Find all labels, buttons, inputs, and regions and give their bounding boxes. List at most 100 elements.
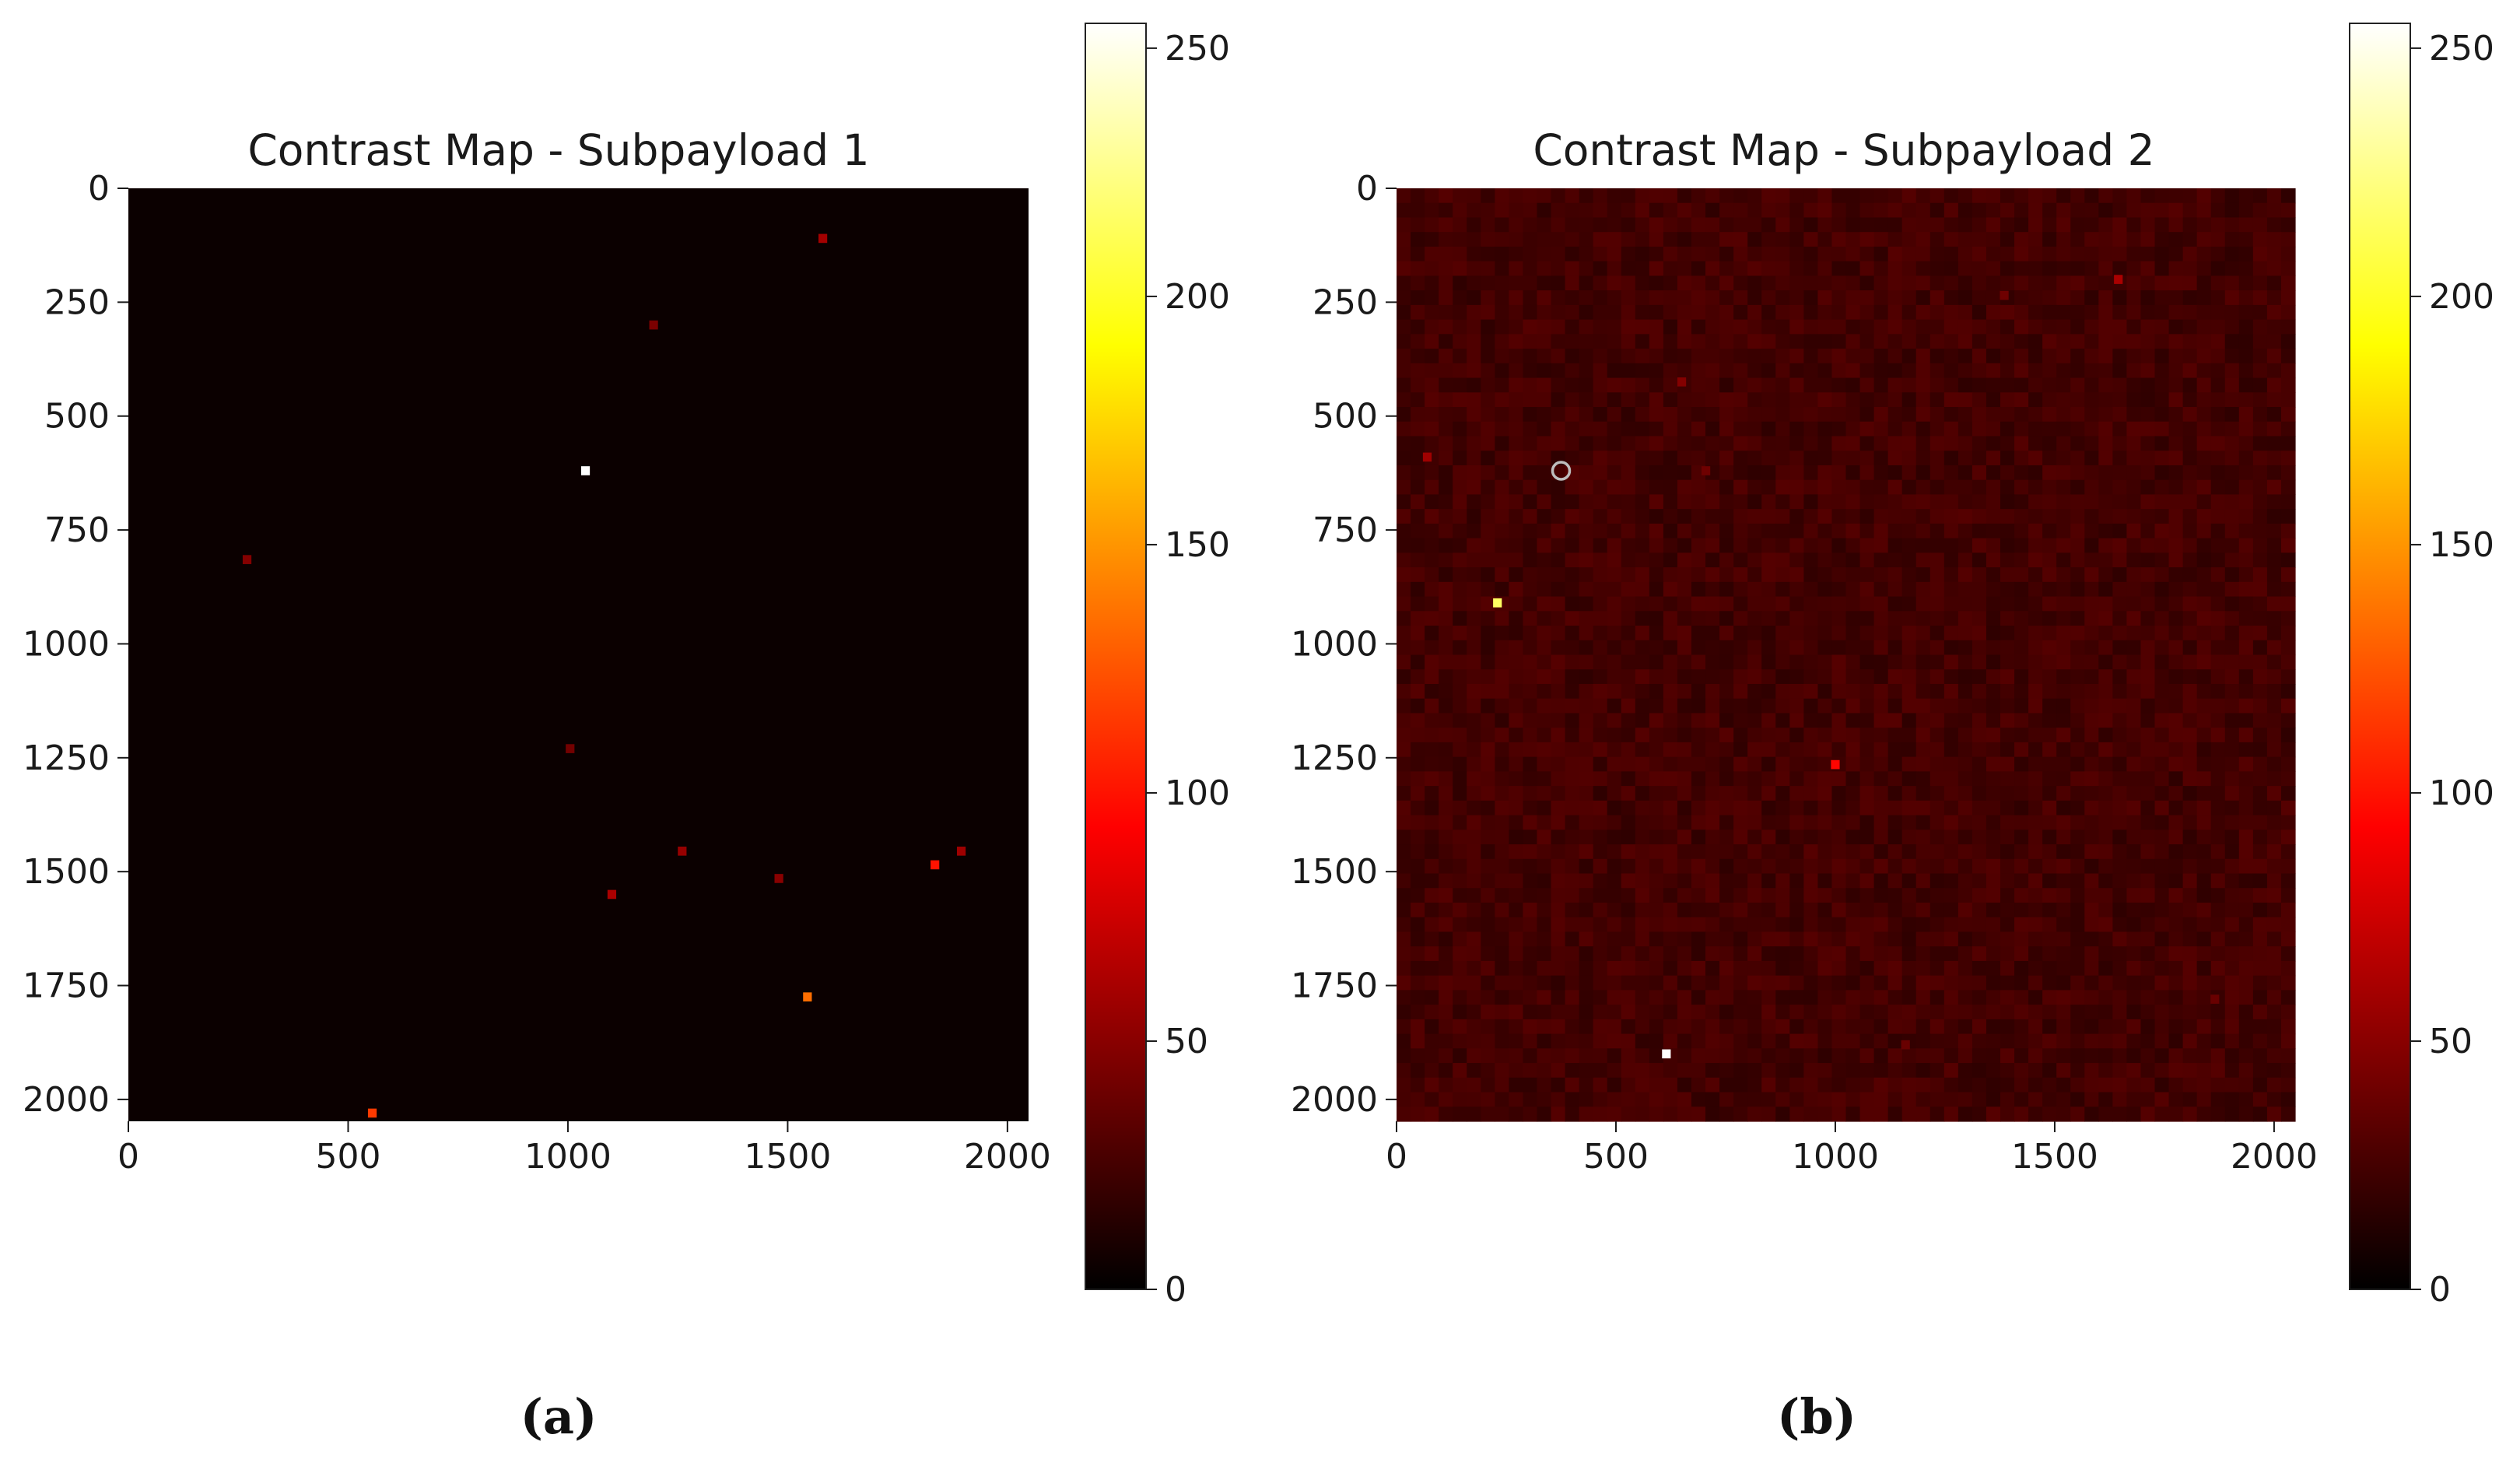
heatmap-cell <box>1761 669 1776 685</box>
heatmap-cell <box>2224 363 2240 379</box>
heatmap-cell <box>1425 217 1439 233</box>
heatmap-cell <box>1509 654 1524 670</box>
heatmap-cell <box>2000 494 2015 510</box>
heatmap-cell <box>1635 319 1650 335</box>
heatmap-cell <box>1803 917 1819 933</box>
heatmap-cell <box>1971 465 1987 481</box>
heatmap-cell <box>1397 829 1411 845</box>
heatmap-cell <box>1775 319 1790 335</box>
heatmap-cell <box>1495 960 1509 977</box>
heatmap-cell <box>2280 509 2296 524</box>
heatmap-cell <box>1859 509 1875 524</box>
heatmap-cell <box>1621 392 1636 408</box>
heatmap-cell <box>2168 261 2184 276</box>
heatmap-cell <box>1607 377 1622 393</box>
heatmap-cell <box>2196 713 2212 728</box>
heatmap-cell <box>1831 451 1847 466</box>
heatmap-cell <box>1901 509 1917 524</box>
heatmap-cell <box>2210 960 2226 977</box>
heatmap-cell <box>2140 975 2156 991</box>
heatmap-cell <box>2280 392 2296 408</box>
heatmap-cell <box>1593 756 1608 772</box>
heatmap-cell <box>2056 815 2071 830</box>
heatmap-cell <box>1537 728 1552 743</box>
heatmap-cell <box>1873 509 1889 524</box>
heatmap-cell <box>1439 1019 1453 1035</box>
heatmap-cell <box>1607 626 1622 641</box>
heatmap-cell <box>2084 640 2099 656</box>
heatmap-cell <box>1523 829 1538 845</box>
heatmap-cell <box>1747 844 1762 860</box>
heatmap-cell <box>2182 844 2198 860</box>
heatmap-cell <box>1649 421 1664 437</box>
heatmap-cell <box>1607 1092 1622 1107</box>
heatmap-cell <box>1733 567 1748 583</box>
heatmap-cell <box>1411 975 1425 991</box>
heatmap-cell <box>1873 494 1889 510</box>
heatmap-cell <box>1467 1107 1481 1122</box>
heatmap-cell <box>2042 349 2057 364</box>
heatmap-cell <box>1453 728 1467 743</box>
heatmap-cell <box>1957 786 1973 801</box>
heatmap-cell <box>1523 626 1538 641</box>
heatmap-cell <box>1817 363 1833 379</box>
heatmap-cell <box>1425 1063 1439 1078</box>
heatmap-cell <box>2084 202 2099 219</box>
heatmap-cell <box>1915 786 1931 801</box>
heatmap-cell <box>1803 902 1819 918</box>
heatmap-cell <box>1509 829 1524 845</box>
heatmap-cell <box>1803 232 1819 247</box>
heatmap-cell <box>1957 407 1973 423</box>
heatmap-cell <box>1649 713 1664 728</box>
heatmap-cell <box>2196 377 2212 393</box>
heatmap-cell <box>1467 728 1481 743</box>
heatmap-cell <box>1439 581 1453 598</box>
heatmap-cell <box>1453 683 1467 700</box>
heatmap-cell <box>2266 232 2282 247</box>
heatmap-cell <box>1831 1048 1847 1064</box>
heatmap-cell <box>1439 960 1453 977</box>
heatmap-cell <box>1579 1005 1594 1020</box>
heatmap-cell <box>2042 465 2057 481</box>
heatmap-cell <box>1537 1063 1552 1078</box>
heatmap-cell <box>2182 509 2198 524</box>
heatmap-cell <box>1523 698 1538 714</box>
heatmap-cell <box>1887 829 1903 845</box>
heatmap-cell <box>1453 829 1467 845</box>
heatmap-cell <box>1467 786 1481 801</box>
heatmap-cell <box>1621 436 1636 451</box>
heatmap-cell <box>1873 1005 1889 1020</box>
heatmap-cell <box>2252 683 2268 700</box>
heatmap-cell <box>2196 1063 2212 1078</box>
heatmap-cell <box>2126 713 2142 728</box>
heatmap-cell <box>2070 479 2085 496</box>
heatmap-cell <box>1971 829 1987 845</box>
heatmap-cell <box>1607 683 1622 700</box>
heatmap-cell <box>2042 698 2057 714</box>
y-tick-label: 250 <box>44 282 110 322</box>
heatmap-cell <box>1747 377 1762 393</box>
heatmap-cell <box>2042 451 2057 466</box>
heatmap-cell <box>1943 917 1959 933</box>
x-tick-label: 1000 <box>524 1137 612 1177</box>
heatmap-cell <box>1775 771 1790 787</box>
heatmap-cell <box>1565 917 1580 933</box>
heatmap-cell <box>2252 946 2268 962</box>
heatmap-cell <box>2140 581 2156 598</box>
heatmap-cell <box>1551 217 1566 233</box>
heatmap-cell <box>1621 319 1636 335</box>
heatmap-cell <box>1943 990 1959 1005</box>
heatmap-cell <box>1915 334 1931 349</box>
heatmap-cell <box>1579 1063 1594 1078</box>
heatmap-cell <box>1929 698 1945 714</box>
data-point <box>1422 452 1432 462</box>
heatmap-cell <box>1453 377 1467 393</box>
heatmap-cell <box>2182 552 2198 568</box>
heatmap-cell <box>1986 451 2001 466</box>
heatmap-cell <box>1845 392 1861 408</box>
heatmap-cell <box>2014 523 2029 539</box>
heatmap-cell <box>1775 1005 1790 1020</box>
heatmap-cell <box>1705 1077 1720 1093</box>
heatmap-cell <box>1495 873 1509 889</box>
heatmap-cell <box>2042 1092 2057 1107</box>
